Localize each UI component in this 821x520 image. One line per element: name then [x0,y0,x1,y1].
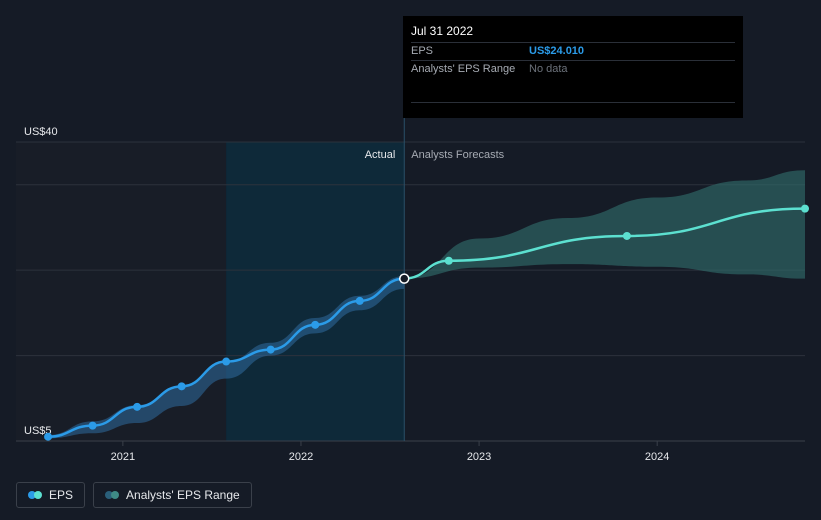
tooltip-divider [411,102,735,103]
eps-point-7 [355,296,364,305]
tooltip-range-row: Analysts' EPS Range No data [411,60,735,78]
x-tick-label-2024: 2024 [645,451,669,463]
eps-point-1 [88,421,97,430]
x-tick-label-2023: 2023 [467,451,491,463]
actual-label: Actual [365,149,396,161]
tooltip-eps-row: EPS US$24.010 [411,42,735,60]
forecast-point-2 [622,231,631,240]
tooltip: Jul 31 2022 EPS US$24.010 Analysts' EPS … [403,16,743,118]
eps-chart: US$40 US$5 Actual Analysts Forecasts 2021 202… [16,118,809,463]
tooltip-eps-label: EPS [411,45,434,57]
forecast-label: Analysts Forecasts [411,149,504,161]
current-point [399,273,410,284]
tooltip-date: Jul 31 2022 [411,24,474,38]
eps-point-2 [133,402,142,411]
tooltip-range-label: Analysts' EPS Range [411,63,516,75]
range-legend-icon [105,491,120,499]
tooltip-eps-value: US$24.010 [529,45,585,57]
legend-eps[interactable]: EPS [16,482,86,508]
eps-legend-icon [28,491,42,499]
legend-eps-label: EPS [49,488,74,502]
forecast-point-3 [801,204,809,213]
x-tick-label-2021: 2021 [111,451,135,463]
tooltip-range-value: No data [529,63,568,75]
legend: EPS Analysts' EPS Range [16,482,252,510]
x-tick-label-2022: 2022 [289,451,313,463]
highlight-band [226,142,405,441]
legend-range-label: Analysts' EPS Range [126,488,240,502]
legend-range[interactable]: Analysts' EPS Range [93,482,252,508]
forecast-point-1 [444,256,453,265]
eps-point-3 [177,382,186,391]
y-label-bottom: US$5 [24,425,52,437]
eps-point-5 [266,345,275,354]
eps-forecast-line [404,207,806,280]
eps-point-6 [311,320,320,329]
y-label-top: US$40 [24,126,58,138]
forecast-range-band [404,170,805,279]
eps-point-0 [44,432,53,441]
eps-point-4 [222,357,231,366]
